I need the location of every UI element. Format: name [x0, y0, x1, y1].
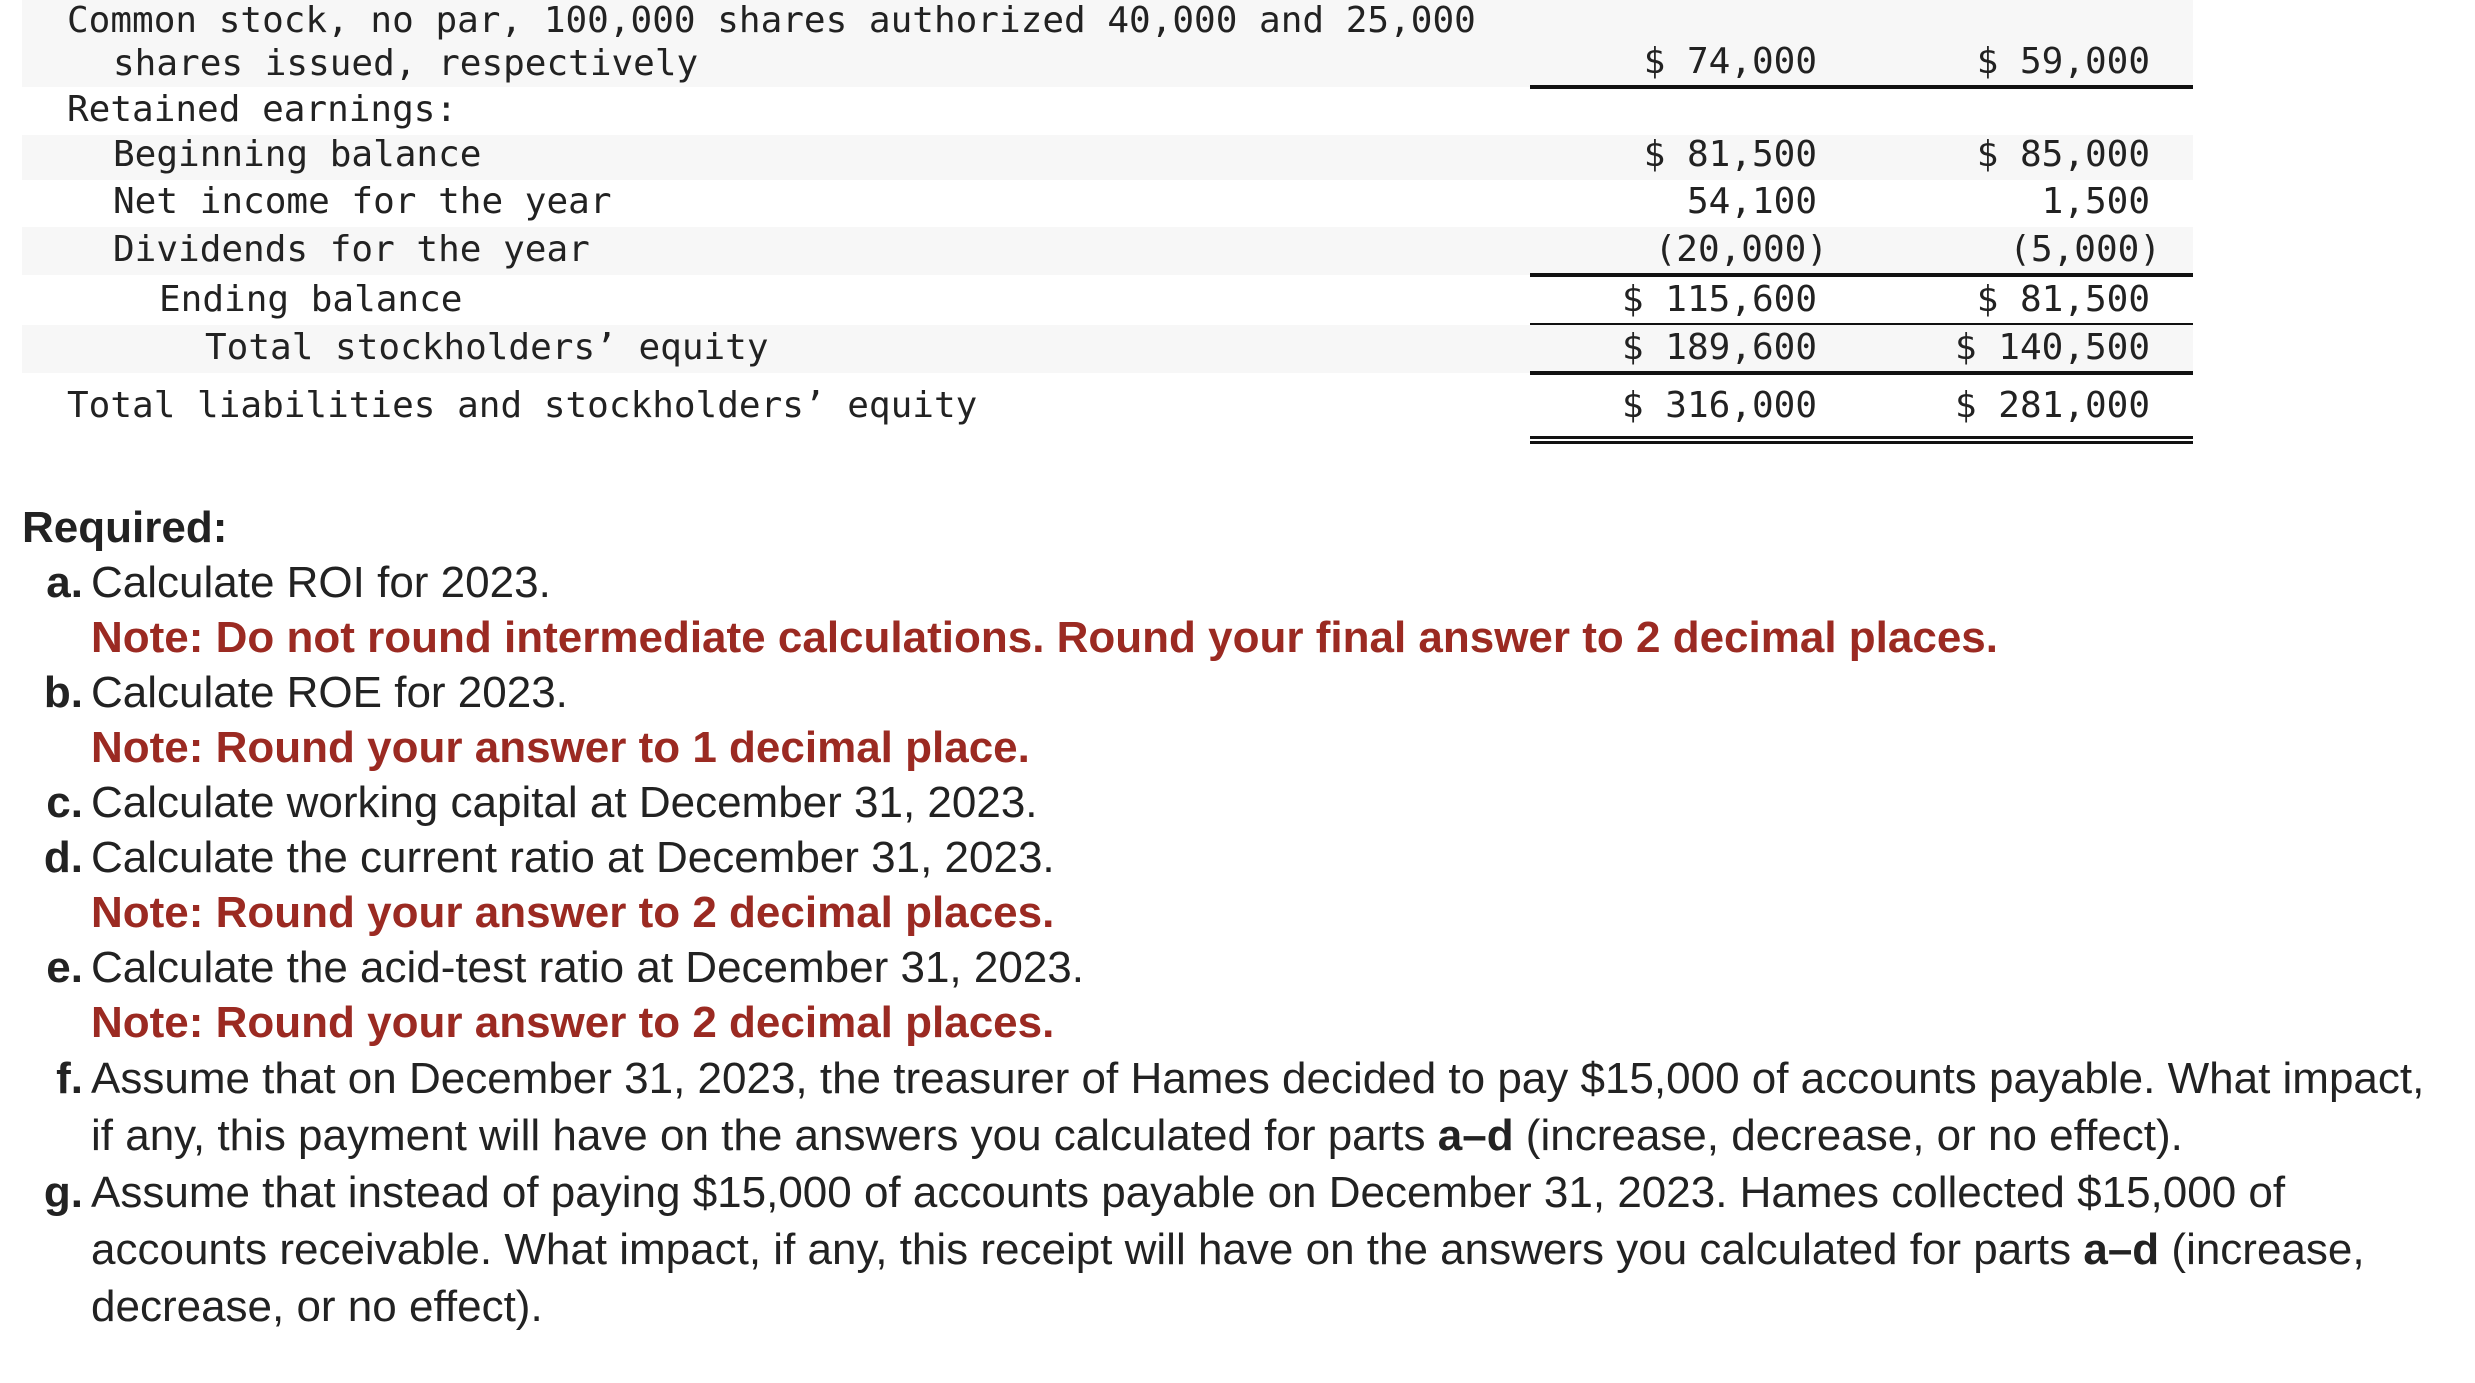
table-row-common-stock: Common stock, no par, 100,000 shares aut…: [22, 0, 2193, 89]
row-label: Dividends for the year: [113, 229, 590, 270]
value-2023: $ 316,000: [1621, 384, 1817, 426]
table-row-retained-earnings: Retained earnings:: [22, 87, 2193, 135]
underline: [1530, 273, 2193, 277]
row-label: Ending balance: [159, 279, 463, 320]
note-d: Note: Round your answer to 2 decimal pla…: [91, 888, 1055, 937]
value-2023: 54,100: [1686, 181, 1817, 222]
row-label: Common stock, no par, 100,000 shares aut…: [67, 0, 1476, 84]
row-label: Total liabilities and stockholders’ equi…: [67, 384, 978, 426]
required-heading: Required:: [22, 503, 228, 552]
requirement-g: g. Assume that instead of paying $15,000…: [43, 1168, 2365, 1331]
requirement-d: d. Calculate the current ratio at Decemb…: [43, 833, 1055, 882]
requirement-a: a. Calculate ROI for 2023.: [46, 558, 551, 607]
table-row-beginning-balance: Beginning balance $ 81,500 $ 85,000: [22, 134, 2193, 180]
required-section: Required: a. Calculate ROI for 2023. Not…: [22, 500, 2452, 1335]
table-row-total-stockholders-equity: Total stockholders’ equity $ 189,600 $ 1…: [22, 325, 2193, 375]
underline: [1530, 85, 2193, 89]
value-2022: $ 85,000: [1976, 134, 2150, 175]
note-a: Note: Do not round intermediate calculat…: [91, 613, 1998, 662]
note-e: Note: Round your answer to 2 decimal pla…: [91, 998, 1055, 1047]
requirement-f: f. Assume that on December 31, 2023, the…: [56, 1054, 2425, 1160]
value-2022: $ 59,000: [1976, 41, 2150, 82]
value-2022: 1,500: [2041, 181, 2150, 222]
value-2022: (5,000): [2009, 229, 2161, 270]
table-row-total-liabilities-equity: Total liabilities and stockholders’ equi…: [22, 373, 2193, 444]
balance-sheet-equity-table: Common stock, no par, 100,000 shares aut…: [22, 0, 2193, 444]
value-2022: $ 281,000: [1954, 384, 2150, 426]
requirement-c: c. Calculate working capital at December…: [46, 778, 1038, 827]
table-row-ending-balance: Ending balance $ 115,600 $ 81,500: [22, 275, 2193, 327]
row-label: Beginning balance: [113, 134, 482, 175]
value-2023: $ 81,500: [1643, 134, 1817, 175]
value-2022: $ 81,500: [1976, 279, 2150, 320]
underline: [1530, 371, 2193, 375]
row-label: Retained earnings:: [67, 89, 458, 130]
requirement-e: e. Calculate the acid-test ratio at Dece…: [46, 943, 1084, 992]
value-2023: (20,000): [1654, 229, 1828, 270]
note-b: Note: Round your answer to 1 decimal pla…: [91, 723, 1030, 772]
table-row-dividends: Dividends for the year (20,000) (5,000): [22, 227, 2193, 277]
value-2023: $ 189,600: [1621, 327, 1817, 368]
row-label: Net income for the year: [113, 181, 612, 222]
value-2022: $ 140,500: [1954, 327, 2150, 368]
table-row-net-income: Net income for the year 54,100 1,500: [22, 180, 2193, 227]
row-label: Total stockholders’ equity: [205, 327, 769, 368]
requirement-b: b. Calculate ROE for 2023.: [43, 668, 568, 717]
value-2023: $ 74,000: [1643, 41, 1817, 82]
value-2023: $ 115,600: [1621, 279, 1817, 320]
double-underline: [1530, 436, 2193, 444]
